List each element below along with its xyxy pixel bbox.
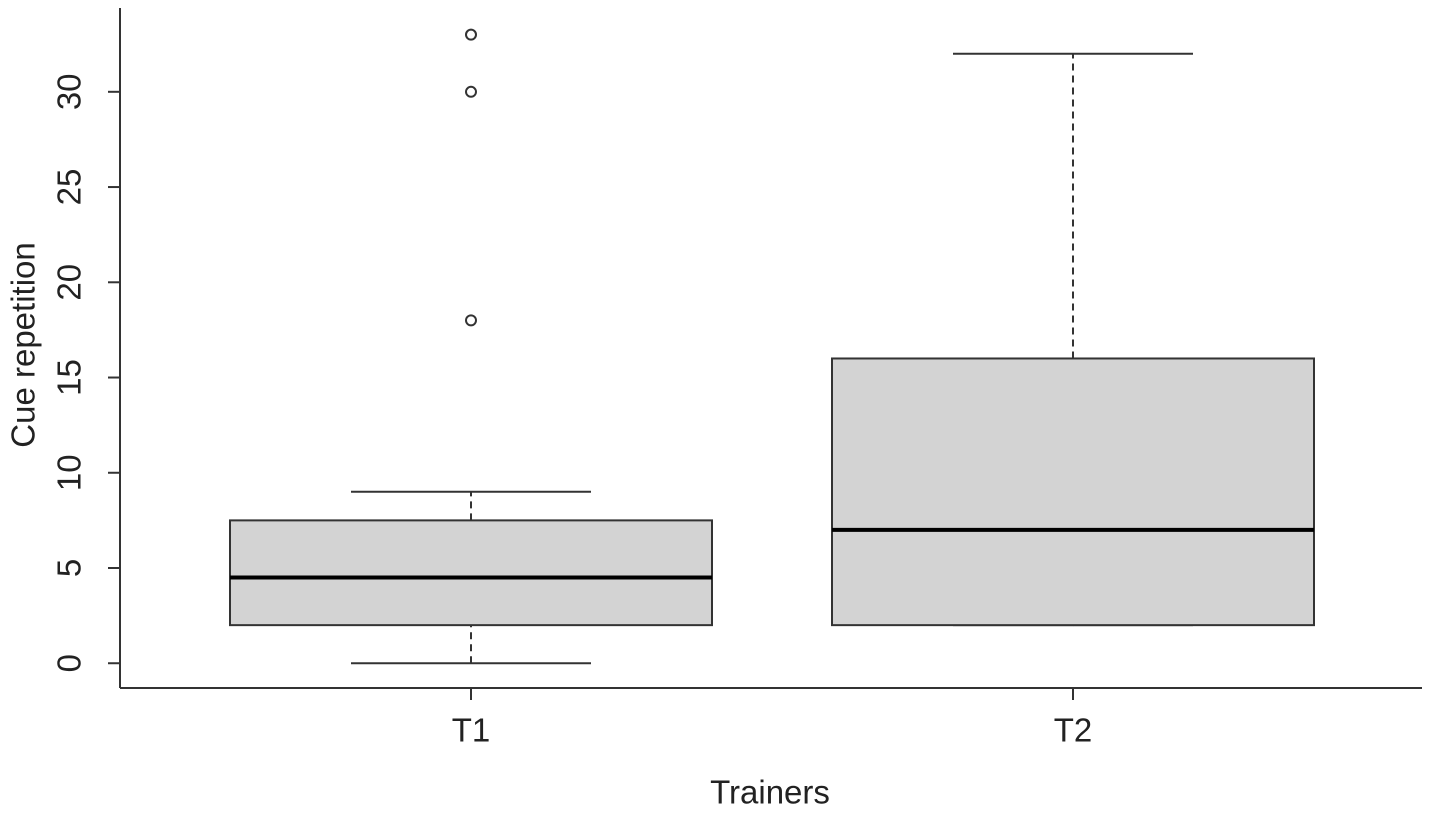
box <box>831 357 1315 627</box>
outlier <box>465 314 477 327</box>
y-axis-label: Cue repetition <box>5 242 42 447</box>
y-tick-label: 5 <box>51 559 88 577</box>
y-tick-label: 15 <box>51 359 88 396</box>
x-tick-label: T1 <box>452 712 491 749</box>
y-tick-label: 25 <box>51 169 88 206</box>
x-tick-label: T2 <box>1054 712 1093 749</box>
box <box>229 519 713 627</box>
y-tick-label: 30 <box>51 73 88 110</box>
y-tick-label: 20 <box>51 264 88 301</box>
outlier <box>465 85 477 98</box>
y-tick-label: 10 <box>51 454 88 491</box>
x-axis-label: Trainers <box>710 774 830 811</box>
y-tick-label: 0 <box>51 654 88 672</box>
outlier <box>465 28 477 41</box>
